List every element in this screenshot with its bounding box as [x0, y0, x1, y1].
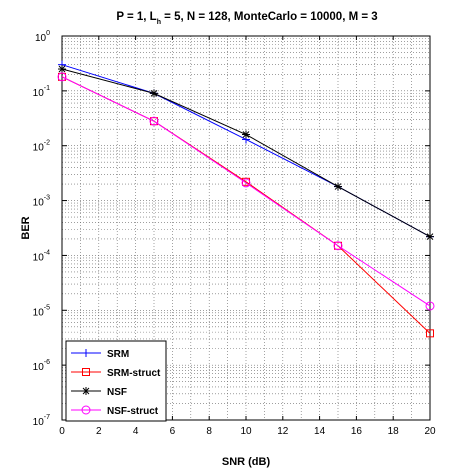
- y-axis-label: BER: [20, 216, 32, 239]
- x-axis-label: SNR (dB): [222, 456, 271, 468]
- y-axis: 10-7 10-6 10-5 10-4 10-3 10-2 10-1 100: [33, 30, 430, 428]
- y-tick-label: 10-3: [33, 195, 50, 209]
- title-subscript: h: [157, 19, 161, 26]
- circle-marker: [241, 178, 251, 188]
- asterisk-marker: [242, 131, 250, 138]
- x-tick-label: 4: [133, 426, 139, 437]
- y-tick-label: 10-2: [33, 140, 50, 154]
- legend-label: NSF-struct: [107, 406, 159, 417]
- square-marker: [426, 329, 434, 338]
- asterisk-marker: [150, 90, 158, 97]
- legend-item: SRM-struct: [71, 368, 161, 379]
- square-marker: [82, 368, 90, 376]
- title-suffix: = 5, N = 128, MonteCarlo = 10000, M = 3: [161, 11, 378, 23]
- x-tick-label: 8: [206, 426, 212, 437]
- legend-item: SRM: [71, 349, 129, 360]
- x-tick-label: 18: [388, 426, 400, 437]
- circle-marker: [425, 301, 435, 311]
- y-tick-label: 10-5: [33, 304, 50, 318]
- circle-marker: [81, 405, 91, 415]
- chart-title: P = 1, Lh = 5, N = 128, MonteCarlo = 100…: [116, 11, 377, 26]
- x-tick-label: 16: [351, 426, 363, 437]
- title-prefix: P = 1, L: [116, 11, 156, 23]
- legend-label: SRM-struct: [107, 368, 161, 379]
- grid: [62, 36, 430, 420]
- legend: SRM SRM-struct NSF NSF-struct: [65, 340, 167, 422]
- y-tick-label: 10-7: [33, 414, 50, 428]
- y-tick-label: 100: [35, 30, 50, 44]
- x-tick-label: 6: [170, 426, 176, 437]
- y-tick-label: 10-1: [33, 85, 50, 99]
- x-axis: 0 2 4 6 8 10 12 14 16 18 20: [59, 36, 436, 437]
- series-nsf: [58, 65, 434, 241]
- asterisk-marker: [58, 65, 66, 73]
- x-tick-label: 20: [424, 426, 436, 437]
- legend-item: NSF-struct: [71, 405, 159, 417]
- asterisk-marker: [82, 387, 90, 395]
- x-tick-label: 0: [59, 426, 65, 437]
- x-tick-label: 2: [96, 426, 102, 437]
- y-tick-label: 10-4: [33, 249, 50, 263]
- series-line-nsf: [61, 68, 431, 238]
- asterisk-marker: [334, 183, 342, 190]
- legend-item: NSF: [71, 387, 127, 398]
- x-tick-label: 12: [277, 426, 289, 437]
- legend-label: SRM: [107, 349, 129, 360]
- y-tick-label: 10-6: [33, 359, 50, 373]
- circle-marker: [333, 241, 343, 251]
- legend-label: NSF: [107, 387, 127, 398]
- circle-marker: [57, 72, 67, 82]
- series-nsf-struct: [57, 72, 435, 311]
- series-line-nsf-struct: [61, 76, 431, 307]
- x-tick-label: 14: [314, 426, 326, 437]
- asterisk-marker: [426, 233, 434, 240]
- circle-marker: [149, 116, 159, 126]
- x-tick-label: 10: [240, 426, 252, 437]
- series-group: [57, 60, 435, 338]
